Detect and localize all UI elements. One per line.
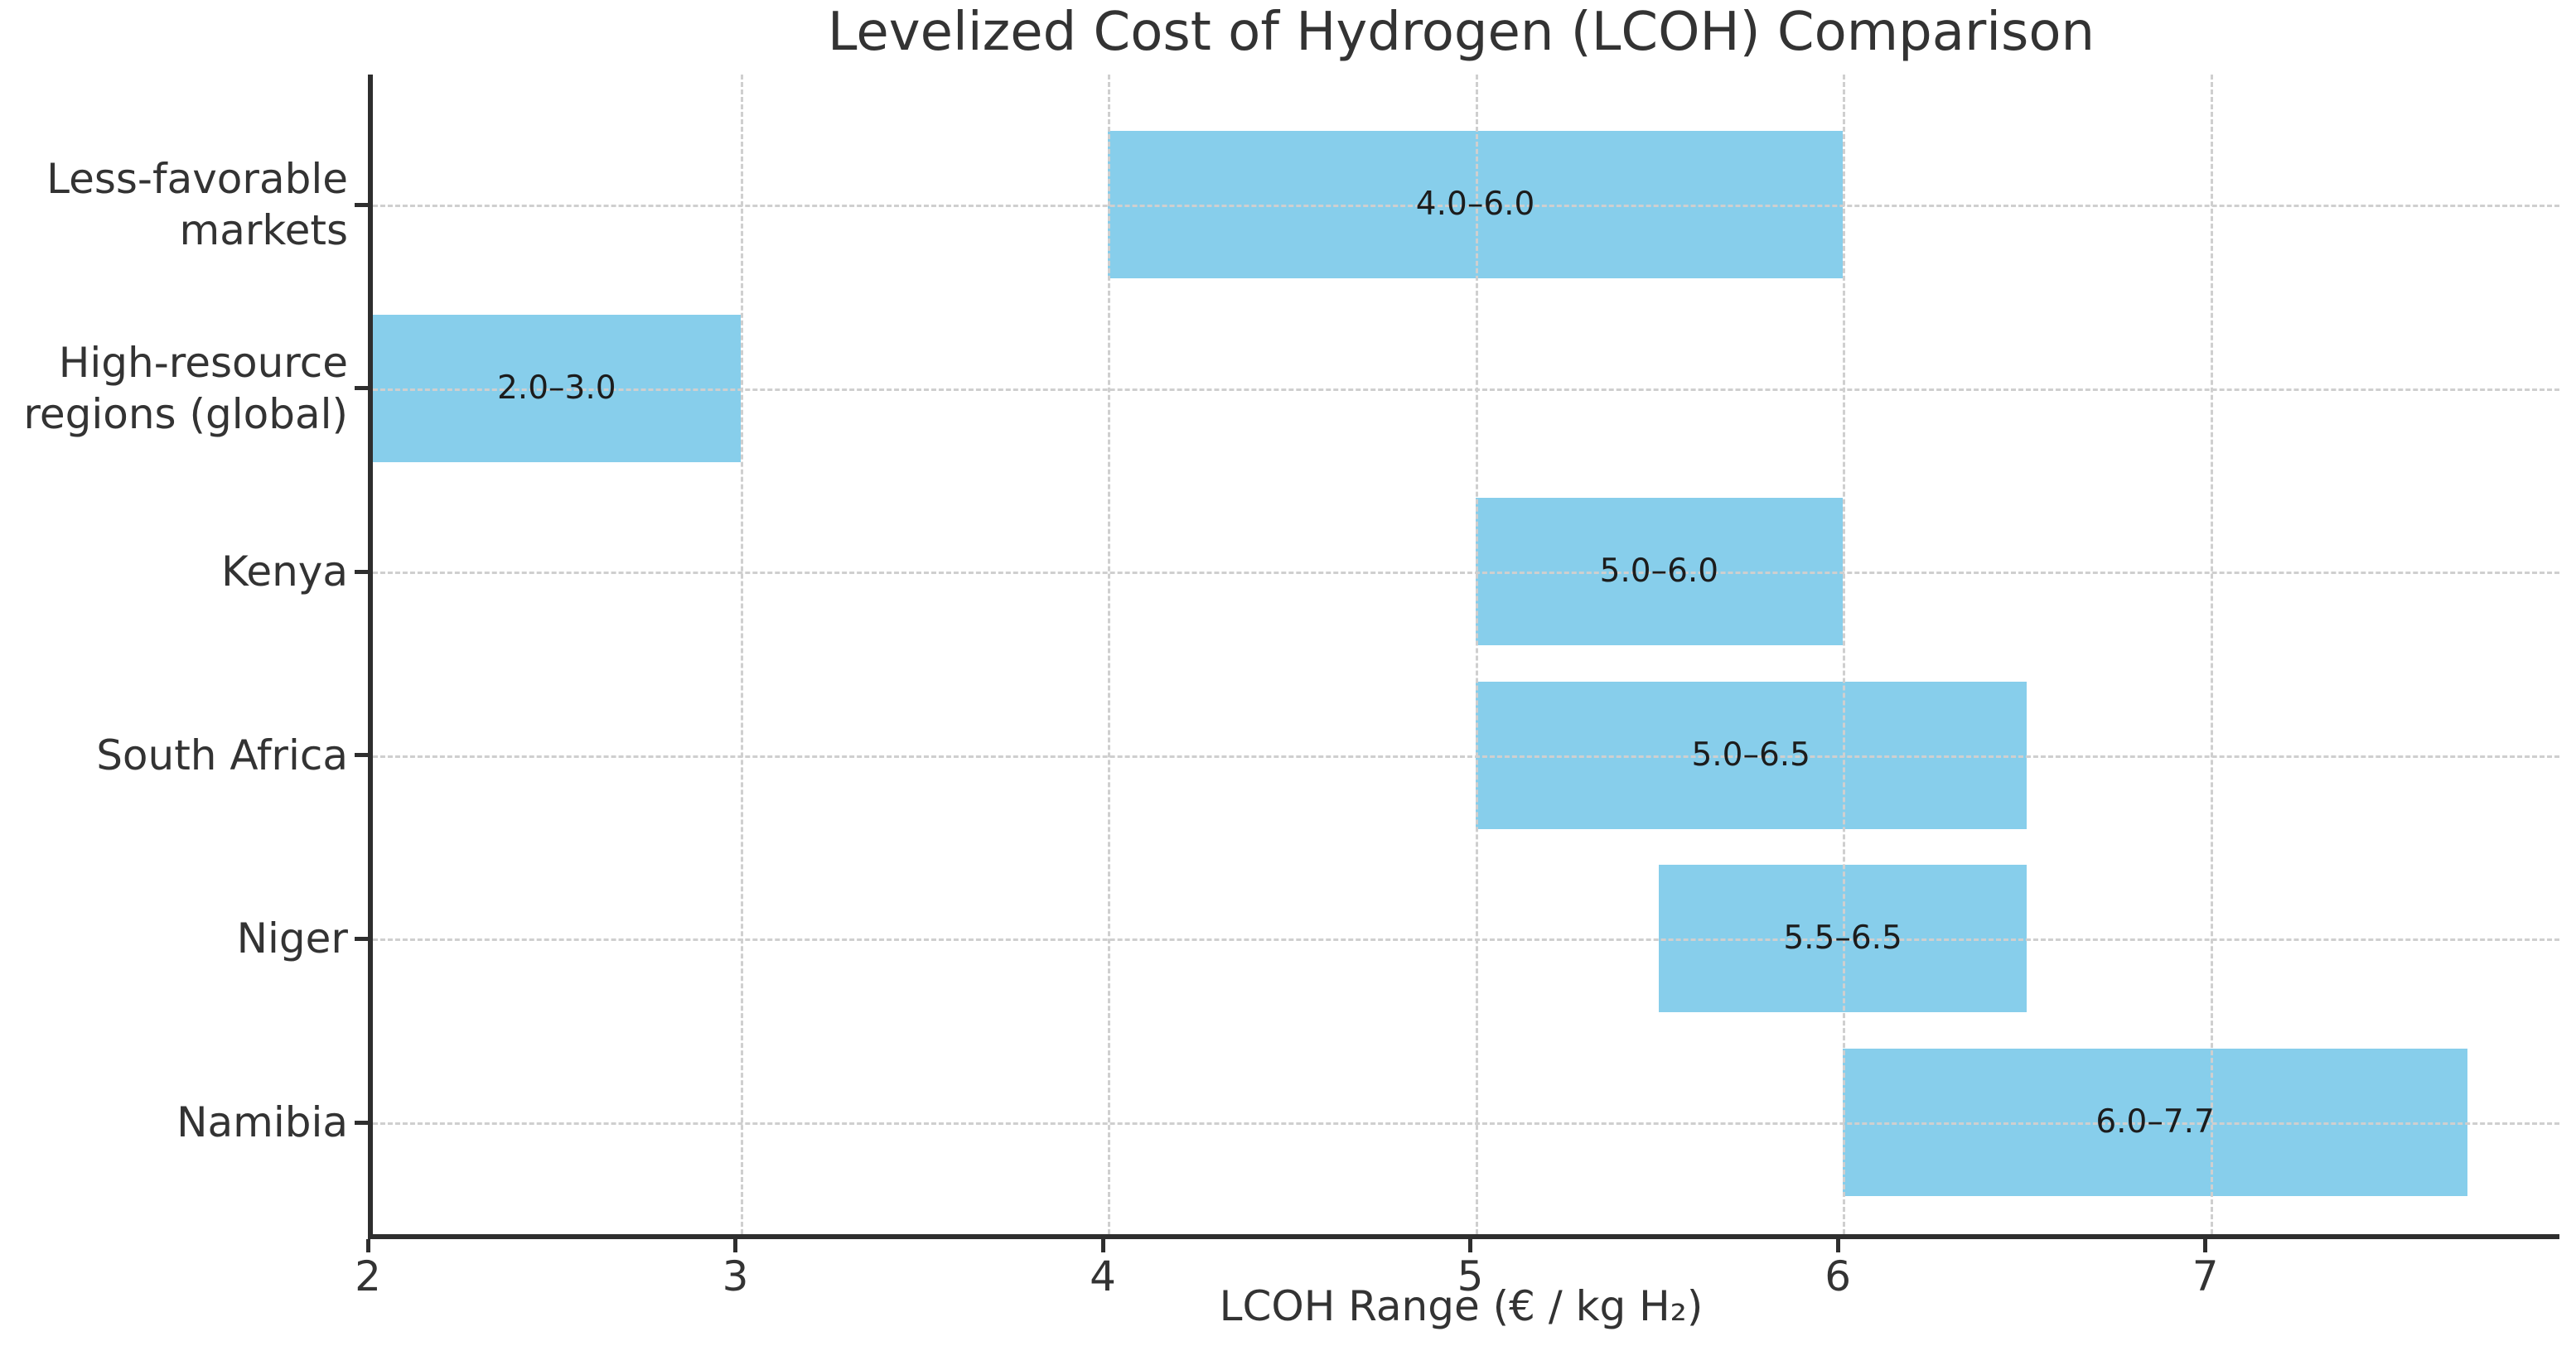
- bar: [1475, 681, 2027, 829]
- bar: [1659, 865, 2027, 1013]
- y-axis-category-label-line: Niger: [236, 914, 348, 963]
- y-axis-category-label: Less-favorable markets: [0, 153, 348, 256]
- y-tick-mark: [355, 202, 368, 207]
- x-tick-label: 3: [722, 1252, 749, 1300]
- bar: [1475, 498, 1844, 646]
- y-axis-category-label-line: regions (global): [23, 389, 348, 438]
- y-axis-category-label-line: Kenya: [221, 548, 348, 596]
- x-tick-label: 2: [355, 1252, 381, 1300]
- x-tick-label: 5: [1457, 1252, 1484, 1300]
- y-tick-mark: [355, 569, 368, 574]
- bars-layer: [373, 75, 2559, 1234]
- x-tick-mark: [1100, 1239, 1105, 1252]
- bar: [1108, 131, 1844, 278]
- x-tick-label: 4: [1090, 1252, 1116, 1300]
- y-tick-mark: [355, 386, 368, 391]
- chart-title: Levelized Cost of Hydrogen (LCOH) Compar…: [827, 2, 2095, 63]
- y-tick-mark: [355, 936, 368, 941]
- y-tick-mark: [355, 753, 368, 758]
- y-axis-category-label: Namibia: [0, 1097, 348, 1148]
- y-axis-category-label: South Africa: [0, 730, 348, 781]
- y-axis-category-label-line: High-resource: [58, 338, 348, 387]
- bar: [1843, 1049, 2468, 1196]
- x-tick-mark: [1835, 1239, 1840, 1252]
- y-tick-mark: [355, 1120, 368, 1125]
- x-tick-label: 7: [2192, 1252, 2219, 1300]
- x-tick-mark: [733, 1239, 738, 1252]
- y-axis-category-label: High-resource regions (global): [0, 337, 348, 440]
- x-tick-mark: [2203, 1239, 2208, 1252]
- y-axis-category-label: Kenya: [0, 546, 348, 597]
- y-axis-category-label-line: markets: [179, 206, 349, 254]
- y-axis-category-label: Niger: [0, 913, 348, 964]
- x-tick-mark: [1468, 1239, 1473, 1252]
- x-axis-label: LCOH Range (€ / kg H₂): [1219, 1282, 1704, 1330]
- x-tick-label: 6: [1824, 1252, 1852, 1300]
- y-axis-category-label-line: Less-favorable: [46, 155, 348, 203]
- plot-area: 4.0–6.0 2.0–3.0 5.0–6.0 5.0–6.5 5.5–6.5 6.0–7…: [368, 75, 2559, 1239]
- x-tick-mark: [365, 1239, 370, 1252]
- y-axis-category-label-line: Namibia: [176, 1098, 348, 1146]
- y-axis-category-label-line: South Africa: [96, 731, 348, 779]
- bar: [373, 314, 741, 462]
